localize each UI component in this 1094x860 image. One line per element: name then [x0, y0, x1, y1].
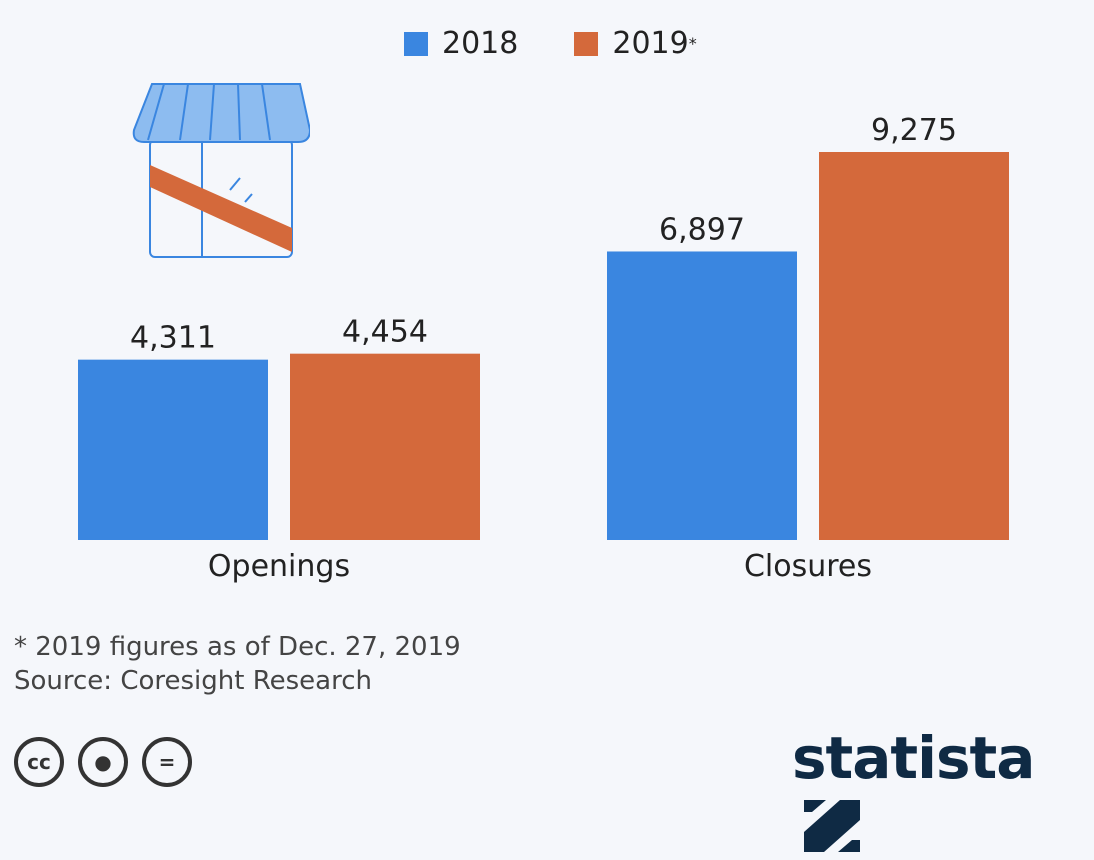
legend-label-2019: 2019: [612, 26, 689, 61]
category-label-openings: Openings: [208, 549, 350, 584]
statista-logo-icon: [804, 800, 860, 852]
legend: 2018 2019 *: [404, 26, 753, 61]
footnote: * 2019 figures as of Dec. 27, 2019: [14, 632, 461, 662]
bar-openings-2018: [78, 359, 268, 540]
license-icons: cc ● =: [14, 737, 192, 787]
legend-item-2018: 2018: [404, 26, 518, 61]
bar-openings-2019: [290, 353, 480, 540]
legend-swatch-2019: [574, 31, 599, 56]
cc-icon[interactable]: cc: [14, 737, 64, 787]
bar-closures-2019: [819, 152, 1009, 540]
data-label: 4,311: [130, 321, 216, 356]
legend-label-2018: 2018: [442, 26, 519, 61]
data-label: 6,897: [659, 212, 745, 247]
source: Source: Coresight Research: [14, 666, 372, 696]
store-closed-icon: [132, 83, 310, 258]
logo-text: statista: [792, 724, 1035, 792]
legend-item-2019: 2019 *: [574, 26, 697, 61]
category-label-closures: Closures: [744, 549, 872, 584]
data-label: 4,454: [342, 315, 428, 350]
no-derivatives-icon[interactable]: =: [142, 737, 192, 787]
data-label: 9,275: [871, 113, 957, 148]
bar-closures-2018: [607, 251, 797, 541]
legend-swatch-2018: [404, 31, 428, 56]
statista-logo[interactable]: statista: [792, 724, 1094, 860]
bar-chart: 4,311 4,454 Openings 6,897 9,275 Closures: [78, 113, 1009, 584]
attribution-icon[interactable]: ●: [78, 737, 128, 787]
legend-note-mark: *: [688, 34, 697, 53]
